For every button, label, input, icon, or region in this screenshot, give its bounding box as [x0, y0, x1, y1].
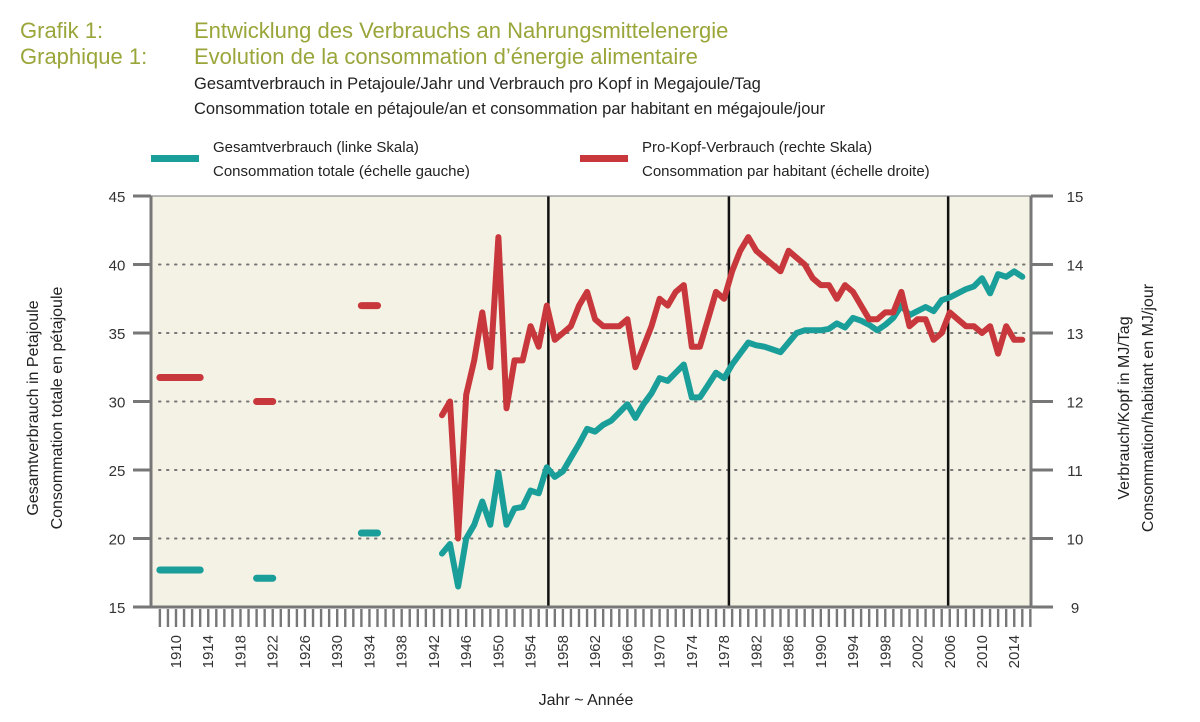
y-tick-label-left: 45 — [109, 189, 126, 206]
y-axis-right-title-de: Verbrauch/Kopf in MJ/Tag — [1116, 316, 1133, 499]
x-tick-label: 1946 — [458, 635, 475, 668]
legend-swatch-total — [151, 155, 199, 162]
y-tick-label-right: 9 — [1071, 600, 1079, 617]
y-tick-label-left: 20 — [109, 532, 126, 549]
y-tick-label-left: 15 — [109, 600, 126, 617]
gridlines — [158, 263, 1028, 540]
y-tick-label-left: 35 — [109, 326, 126, 343]
x-tick-label: 1970 — [652, 635, 669, 668]
y-tick-label-right: 10 — [1067, 532, 1084, 549]
chart-subtitle-fr: Consommation totale en pétajoule/an et c… — [194, 100, 826, 118]
x-tick-label: 1966 — [619, 635, 636, 668]
x-tick-label: 1950 — [490, 635, 507, 668]
x-tick-label: 2006 — [942, 635, 959, 668]
x-tick-label: 2002 — [910, 635, 927, 668]
figure-label-fr: Graphique 1: — [20, 44, 148, 69]
series-group — [156, 234, 1026, 590]
y-tick-label-left: 40 — [109, 258, 126, 275]
x-tick-label: 1962 — [587, 635, 604, 668]
x-tick-label: 1994 — [845, 635, 862, 668]
x-tick-label: 1954 — [523, 635, 540, 668]
x-tick-label: 1918 — [232, 635, 249, 668]
y-tick-label-right: 13 — [1067, 326, 1084, 343]
x-tick-label: 1930 — [329, 635, 346, 668]
x-tick-label: 1942 — [426, 635, 443, 668]
axes — [133, 194, 1053, 627]
period-dividers — [547, 196, 950, 607]
axis-labels: 15 20 25 30 35 40 45 9 10 11 12 13 14 15 1910 1914 1918 1… — [109, 189, 1084, 668]
legend-label-total-de: Gesamtverbrauch (linke Skala) — [213, 139, 419, 156]
x-tick-label: 1982 — [748, 635, 765, 668]
x-tick-label: 1990 — [813, 635, 830, 668]
y-axis-right-title-fr: Consommation/habitant en MJ/jour — [1140, 283, 1157, 532]
y-tick-label-right: 12 — [1067, 395, 1084, 412]
x-tick-label: 1914 — [200, 635, 217, 668]
chart-title-de: Entwicklung des Verbrauchs an Nahrungsmi… — [194, 18, 729, 43]
y-tick-label-right: 15 — [1067, 189, 1084, 206]
x-tick-label: 2014 — [1006, 635, 1023, 668]
legend-label-per-capita-de: Pro-Kopf-Verbrauch (rechte Skala) — [642, 139, 873, 156]
x-tick-label: 1934 — [361, 635, 378, 668]
legend-label-total-fr: Consommation totale (échelle gauche) — [213, 163, 470, 180]
y-axis-left-title-fr: Consommation totale en pétajoule — [49, 286, 66, 529]
y-tick-label-right: 11 — [1067, 463, 1083, 480]
x-tick-label: 1938 — [394, 635, 411, 668]
chart-title-fr: Evolution de la consommation d’énergie a… — [194, 44, 698, 69]
x-tick-label: 1986 — [781, 635, 798, 668]
y-tick-label-left: 25 — [109, 463, 126, 480]
x-tick-label: 1958 — [555, 635, 572, 668]
x-tick-label: 1922 — [265, 635, 282, 668]
x-tick-label: 1978 — [716, 635, 733, 668]
chart-subtitle-de: Gesamtverbrauch in Petajoule/Jahr und Ve… — [194, 75, 761, 93]
x-tick-label: 1974 — [684, 635, 701, 668]
x-tick-label: 1910 — [168, 635, 185, 668]
legend-label-per-capita-fr: Consommation par habitant (échelle droit… — [642, 163, 930, 180]
y-axis-left-title-de: Gesamtverbrauch in Petajoule — [25, 300, 42, 515]
x-tick-label: 1998 — [877, 635, 894, 668]
y-tick-label-right: 14 — [1067, 258, 1084, 275]
figure-label-de: Grafik 1: — [20, 18, 104, 43]
x-tick-label: 2010 — [974, 635, 991, 668]
x-axis-title: Jahr ~ Année — [539, 692, 634, 709]
x-tick-label: 1926 — [297, 635, 314, 668]
legend-swatch-per-capita — [580, 155, 628, 162]
y-tick-label-left: 30 — [109, 395, 126, 412]
